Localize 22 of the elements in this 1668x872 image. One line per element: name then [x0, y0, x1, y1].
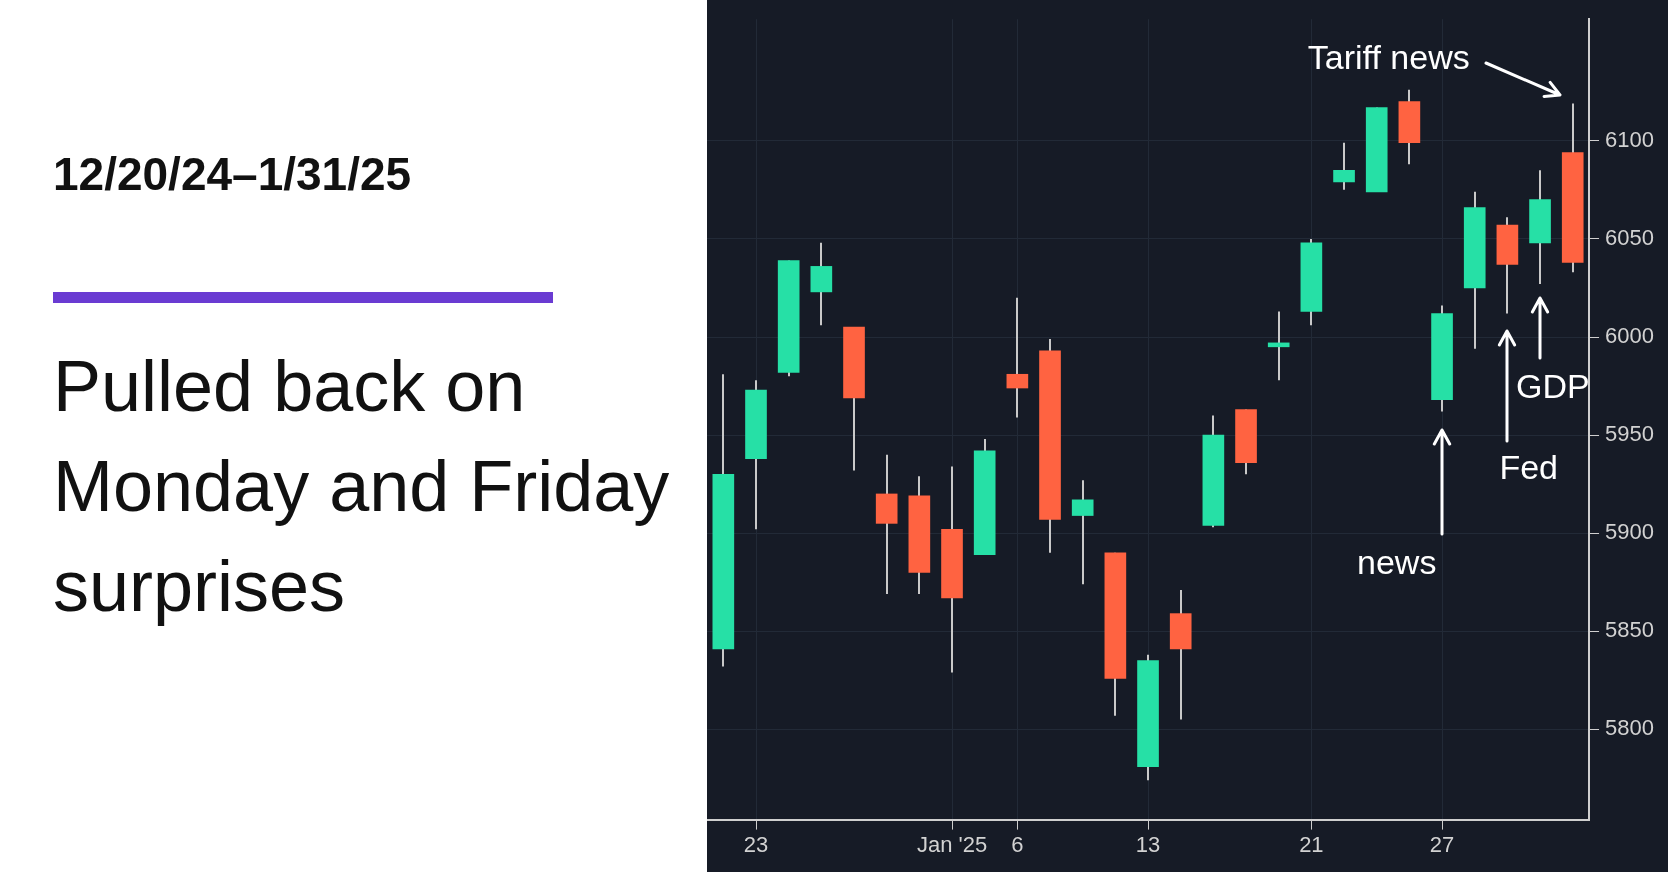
candlestick — [1071, 479, 1094, 586]
y-tick-label: 5800 — [1605, 715, 1655, 741]
candlestick — [1006, 296, 1029, 419]
candlestick — [1333, 141, 1355, 191]
x-tick-label: 21 — [1299, 831, 1324, 857]
y-tick-label: 6050 — [1605, 224, 1655, 250]
x-tick-label: 6 — [1011, 831, 1024, 857]
y-tick-label: 5950 — [1605, 421, 1655, 447]
x-tick-label: 23 — [743, 831, 769, 857]
y-tick-label: 5900 — [1605, 519, 1655, 545]
x-tick-label: 27 — [1429, 831, 1455, 857]
y-tick-label: 5850 — [1605, 617, 1655, 643]
annotation: Fed — [1499, 448, 1558, 487]
x-tick-label: 13 — [1135, 831, 1161, 857]
x-tick-label: Jan '25 — [916, 831, 988, 857]
annotation: news — [1357, 542, 1437, 581]
y-tick-label: 6100 — [1605, 126, 1655, 152]
y-tick-label: 6000 — [1605, 323, 1655, 349]
annotation: Tariff news — [1307, 37, 1470, 76]
text: Pulled back on Monday and Friday surprises — [53, 345, 671, 628]
annotation: GDP — [1516, 367, 1590, 406]
text: 12/20/24–1/31/25 — [53, 147, 413, 202]
